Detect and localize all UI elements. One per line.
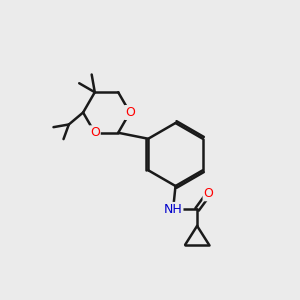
Text: O: O xyxy=(125,106,135,119)
Text: O: O xyxy=(204,187,213,200)
Text: NH: NH xyxy=(164,203,182,216)
Text: O: O xyxy=(90,126,100,139)
